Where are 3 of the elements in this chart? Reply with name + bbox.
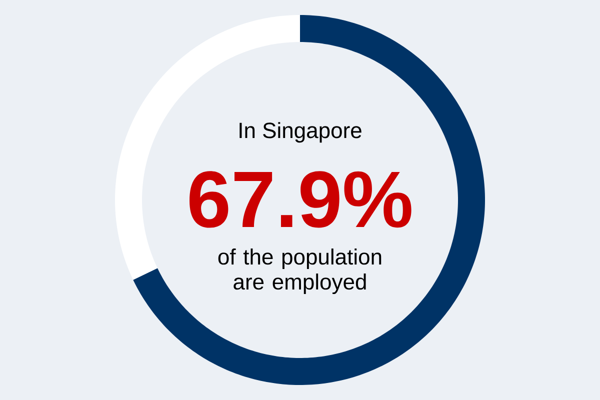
text: of the population are employed [218,248,382,294]
data-label: 67.9% [190,171,412,228]
text: In Singapore [240,122,362,143]
